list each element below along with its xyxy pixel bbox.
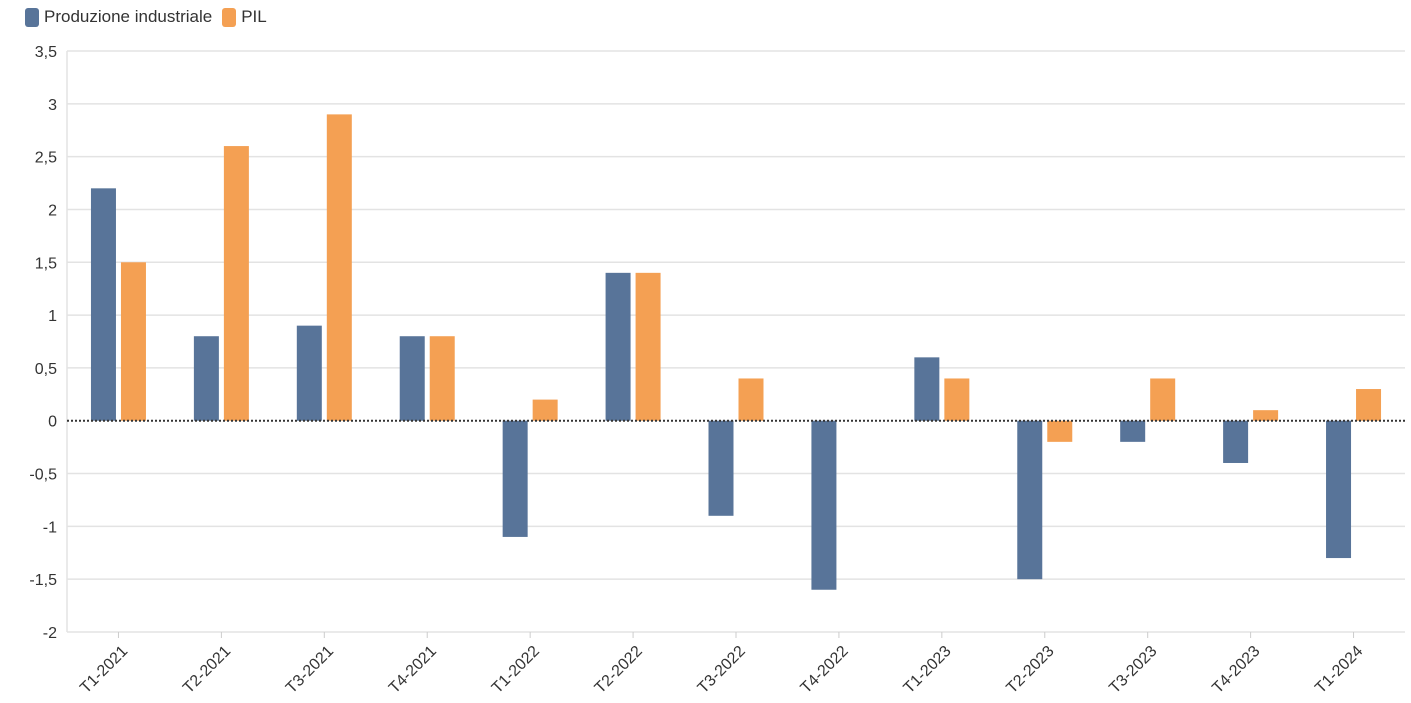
bar-produzione	[1223, 420, 1249, 463]
bar-pil	[635, 272, 661, 421]
x-tick-label: T3-2022	[695, 643, 749, 697]
bar-pil	[1253, 410, 1279, 421]
x-tick-label: T1-2022	[489, 643, 543, 697]
bar-produzione	[1120, 420, 1146, 442]
x-tick-label: T3-2021	[283, 643, 337, 697]
bar-produzione	[914, 357, 940, 421]
bar-produzione	[90, 188, 116, 421]
bar-produzione	[605, 272, 631, 421]
legend-item-pil[interactable]: PIL	[222, 7, 267, 27]
bar-pil	[223, 146, 249, 421]
x-tick-label: T1-2023	[901, 643, 955, 697]
bar-produzione	[1017, 420, 1043, 580]
legend-item-produzione[interactable]: Produzione industriale	[25, 7, 212, 27]
legend-label-pil: PIL	[241, 7, 267, 26]
bar-pil	[429, 336, 455, 421]
x-tick-label: T2-2023	[1003, 643, 1057, 697]
legend-swatch-pil	[222, 7, 237, 27]
y-tick-label: -1,5	[29, 572, 57, 589]
bar-produzione	[296, 325, 322, 421]
y-tick-label: 3	[48, 97, 57, 114]
x-tick-label: T4-2021	[386, 643, 440, 697]
bar-produzione	[811, 420, 837, 590]
y-tick-label: 2	[48, 202, 57, 219]
y-tick-label: 3,5	[35, 44, 57, 61]
bar-produzione	[708, 420, 734, 516]
y-tick-label: -1	[43, 519, 57, 536]
y-tick-label: 0	[48, 414, 57, 431]
bar-pil	[944, 378, 970, 421]
bar-pil	[326, 114, 352, 421]
x-tick-label: T4-2022	[798, 643, 852, 697]
bar-pil	[1150, 378, 1176, 421]
bar-pil	[120, 262, 146, 421]
y-tick-label: 0,5	[35, 361, 57, 378]
x-tick-label: T2-2021	[180, 643, 234, 697]
bar-pil	[738, 378, 764, 421]
x-tick-label: T1-2024	[1312, 643, 1366, 697]
chart-legend: Produzione industriale PIL	[25, 7, 277, 27]
x-tick-label: T1-2021	[77, 643, 131, 697]
x-tick-label: T3-2023	[1106, 643, 1160, 697]
bar-produzione	[1326, 420, 1352, 559]
bar-pil	[532, 399, 558, 421]
legend-swatch-produzione	[25, 7, 39, 27]
legend-label-produzione: Produzione industriale	[44, 7, 213, 26]
bar-produzione	[399, 336, 425, 421]
y-tick-label: -0,5	[29, 467, 57, 484]
bar-pil	[1047, 420, 1073, 442]
bar-pil	[1356, 389, 1382, 421]
y-tick-label: -2	[43, 625, 57, 642]
y-tick-label: 1	[48, 308, 57, 325]
x-tick-label: T2-2022	[592, 643, 646, 697]
bar-produzione	[502, 420, 528, 537]
y-tick-label: 1,5	[35, 255, 57, 272]
bar-produzione	[193, 336, 219, 421]
x-tick-label: T4-2023	[1209, 643, 1263, 697]
y-tick-label: 2,5	[35, 150, 57, 167]
